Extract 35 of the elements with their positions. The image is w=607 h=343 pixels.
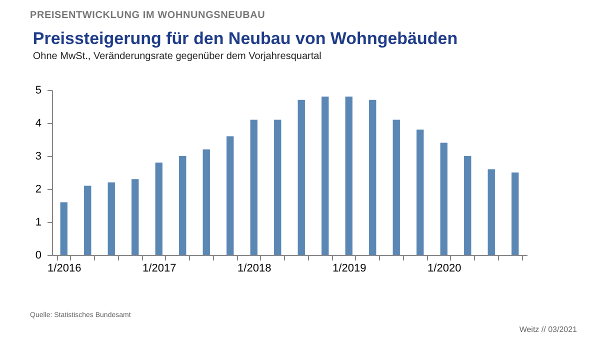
- x-tick-label: 1/2017: [142, 262, 176, 274]
- bar: [155, 162, 162, 255]
- y-tick-label: 5: [35, 84, 42, 96]
- y-tick-label: 1: [35, 216, 42, 228]
- bar: [274, 120, 282, 255]
- bar: [108, 182, 115, 255]
- bar: [298, 100, 305, 255]
- bar: [179, 156, 186, 255]
- bar: [60, 202, 68, 255]
- bar: [488, 169, 495, 255]
- y-tick-label: 3: [35, 150, 42, 162]
- bar: [512, 172, 519, 255]
- bar: [226, 136, 234, 255]
- bar: [84, 186, 92, 255]
- text: PREISENTWICKLUNG IM WOHNUNGSNEUBAU: [30, 10, 266, 21]
- bar: [202, 149, 210, 255]
- text: Weitz // 03/2021: [519, 325, 577, 334]
- x-tick-label: 1/2019: [332, 262, 366, 274]
- y-tick-label: 2: [35, 184, 42, 196]
- x-tick-label: 1/2016: [48, 262, 82, 274]
- x-tick-label: 1/2020: [428, 262, 462, 274]
- bar: [322, 96, 329, 255]
- bar: [132, 179, 139, 255]
- y-tick-label: 4: [35, 118, 42, 130]
- bar: [345, 96, 352, 255]
- y-tick-label: 0: [35, 250, 42, 262]
- bar: [440, 142, 448, 255]
- bar: [250, 120, 258, 255]
- chart-title: Preissteigerung für den Neubau von Wohngebäuden: [32, 29, 458, 48]
- chart-subtitle: Ohne MwSt., Veränderungsrate gegenüber dem Vorjahresquartal: [32, 51, 322, 62]
- bar: [464, 156, 472, 255]
- bar: [369, 100, 376, 255]
- bar: [416, 130, 424, 255]
- bar: [392, 120, 400, 255]
- x-tick-label: 1/2018: [238, 262, 272, 274]
